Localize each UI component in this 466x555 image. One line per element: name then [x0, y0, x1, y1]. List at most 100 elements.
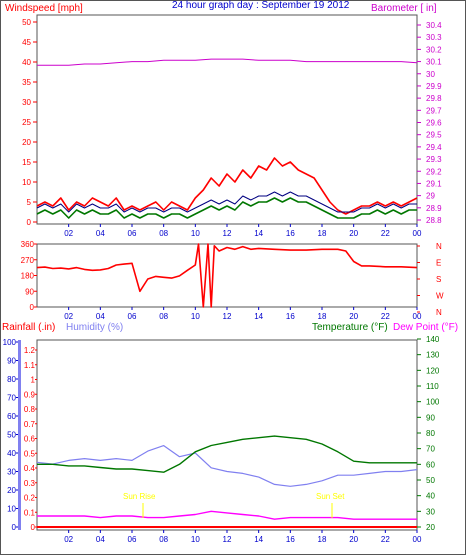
y-tick-label: 20	[426, 523, 435, 532]
x-tick-label: 14	[254, 312, 263, 321]
x-tick-label: 22	[381, 535, 390, 544]
x-tick-label: 14	[254, 229, 263, 238]
y-tick-label: 100	[3, 338, 17, 347]
y-tick-label: 80	[7, 375, 16, 384]
y-tick-label: 0	[27, 218, 32, 227]
x-tick-label: 22	[381, 229, 390, 238]
y-tick-label: 0	[30, 303, 35, 312]
y-tick-label: 28.9	[426, 204, 442, 213]
barometer-axis-ticks: 28.8 28.9 29 29.1 29.2 29.3 29.4 29.5 29.6 29.7 29…	[417, 21, 442, 225]
wind-barometer-panel: Windspeed [mph] 24 hour graph day : Sept…	[5, 0, 442, 238]
humidity-line	[36, 445, 418, 487]
x-tick-label: 12	[223, 312, 232, 321]
x-tick-label: 12	[223, 535, 232, 544]
humidity-axis-label: Humidity (%)	[66, 322, 123, 333]
y-tick-label: 140	[426, 335, 440, 344]
wind-direction-line	[36, 243, 418, 308]
y-tick-label: 30	[7, 468, 16, 477]
rainfall-axis-ticks: 0 0.1 0.2 0.3 0.4 0.5 0.6 0.7 0.8 0.9 1 1.1 1.2	[24, 346, 37, 532]
y-tick-label: 30	[426, 507, 435, 516]
y-tick-label: 10	[7, 505, 16, 514]
y-tick-label: 90	[7, 357, 16, 366]
y-tick-label: 50	[22, 18, 31, 27]
humidity-axis-ticks: 0 10 20 30 40 50 60 70 80 90 100	[3, 338, 18, 532]
rain-humidity-temp-panel: Rainfall (.in) Humidity (%) Temperature …	[2, 322, 458, 544]
y-tick-label: 1.2	[24, 346, 36, 355]
x-tick-label: 02	[64, 535, 73, 544]
y-tick-label: 29.5	[426, 131, 442, 140]
x-tick-label: 08	[159, 312, 168, 321]
y-tick-label: 120	[426, 366, 440, 375]
y-tick-label: 20	[7, 486, 16, 495]
y-tick-label: 0.7	[24, 420, 36, 429]
x-tick-label: 22	[381, 312, 390, 321]
y-tick-label: 270	[21, 256, 35, 265]
y-tick-label: 0.9	[24, 390, 36, 399]
x-tick-label: 08	[159, 535, 168, 544]
y-tick-label: 0	[31, 523, 36, 532]
y-tick-label: 45	[22, 38, 31, 47]
x-tick-label: 20	[349, 312, 358, 321]
x-tick-label: 18	[318, 312, 327, 321]
x-tick-label: 04	[96, 229, 105, 238]
humidity-axis-bar	[18, 340, 21, 530]
y-tick-label: 30.3	[426, 33, 442, 42]
x-tick-label: 04	[96, 312, 105, 321]
temperature-axis-label: Temperature (°F)	[312, 322, 388, 333]
y-tick-label: 29.8	[426, 94, 442, 103]
temperature-line	[37, 435, 417, 473]
y-tick-label: 1.1	[24, 361, 36, 370]
y-tick-label: 29.7	[426, 106, 442, 115]
x-tick-label: 06	[128, 535, 137, 544]
y-tick-label: 30.1	[426, 58, 442, 67]
wind-series	[36, 58, 418, 219]
y-tick-label: 90	[426, 413, 435, 422]
y-tick-label: 0.2	[24, 494, 36, 503]
windspeed-line	[36, 157, 418, 215]
x-tick-label: 16	[286, 229, 295, 238]
y-tick-label: 29.9	[426, 82, 442, 91]
x-tick-label: 02	[64, 229, 73, 238]
y-tick-label: 0	[12, 523, 17, 532]
x-tick-label: 00	[413, 312, 422, 321]
temperature-axis-ticks: 20 30 40 50 60 70 80 90 100 110 120 130 140	[417, 335, 440, 532]
dewpoint-axis-label: Dew Point (°F)	[393, 322, 458, 333]
x-tick-label: 20	[349, 229, 358, 238]
y-tick-label: 29.1	[426, 179, 442, 188]
y-tick-label: 0.6	[24, 435, 36, 444]
y-tick-label: N	[436, 242, 442, 251]
x-tick-label: 16	[286, 312, 295, 321]
y-tick-label: 30	[426, 70, 435, 79]
x-tick-label: 10	[191, 312, 200, 321]
x-tick-label: 12	[223, 229, 232, 238]
x-tick-label: 10	[191, 535, 200, 544]
sunrise-label: Sun Rise	[123, 492, 156, 501]
y-tick-label: 360	[21, 240, 35, 249]
rainfall-axis-label: Rainfall (.in)	[2, 322, 55, 333]
y-tick-label: E	[436, 259, 441, 268]
wind-mid-line	[36, 191, 417, 213]
y-tick-label: 30	[22, 98, 31, 107]
x-tick-label: 00	[413, 535, 422, 544]
x-tick-label: 02	[64, 312, 73, 321]
y-tick-label: 100	[426, 398, 440, 407]
y-tick-label: W	[436, 292, 444, 301]
windspeed-axis-label: Windspeed [mph]	[5, 3, 83, 14]
y-tick-label: 29	[426, 192, 435, 201]
direction-degree-ticks: 0 90 180 270 360	[21, 240, 37, 312]
wind-average-line	[36, 197, 417, 219]
y-tick-label: 20	[22, 138, 31, 147]
y-tick-label: 30.4	[426, 21, 442, 30]
y-tick-label: 29.2	[426, 167, 442, 176]
dewpoint-line	[37, 510, 417, 520]
y-tick-label: 60	[7, 412, 16, 421]
y-tick-label: 40	[7, 449, 16, 458]
y-tick-label: 0.4	[24, 464, 36, 473]
wind-x-axis-ticks: 02 04 06 08 10 12 14 16 18 20 22 00	[64, 224, 422, 238]
y-tick-label: 0.5	[24, 449, 36, 458]
y-tick-label: 50	[7, 431, 16, 440]
y-tick-label: 25	[22, 118, 31, 127]
